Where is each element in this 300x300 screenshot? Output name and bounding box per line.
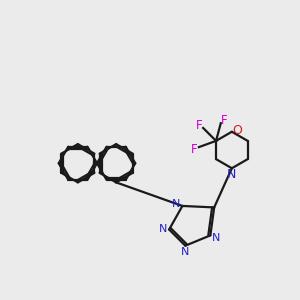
Text: N: N: [181, 247, 190, 257]
Text: N: N: [212, 233, 220, 243]
Text: N: N: [159, 224, 167, 235]
Text: F: F: [191, 143, 198, 156]
Text: O: O: [232, 124, 242, 137]
Text: F: F: [195, 119, 202, 132]
Text: N: N: [172, 199, 181, 208]
Text: N: N: [227, 168, 236, 181]
Text: F: F: [221, 114, 228, 127]
